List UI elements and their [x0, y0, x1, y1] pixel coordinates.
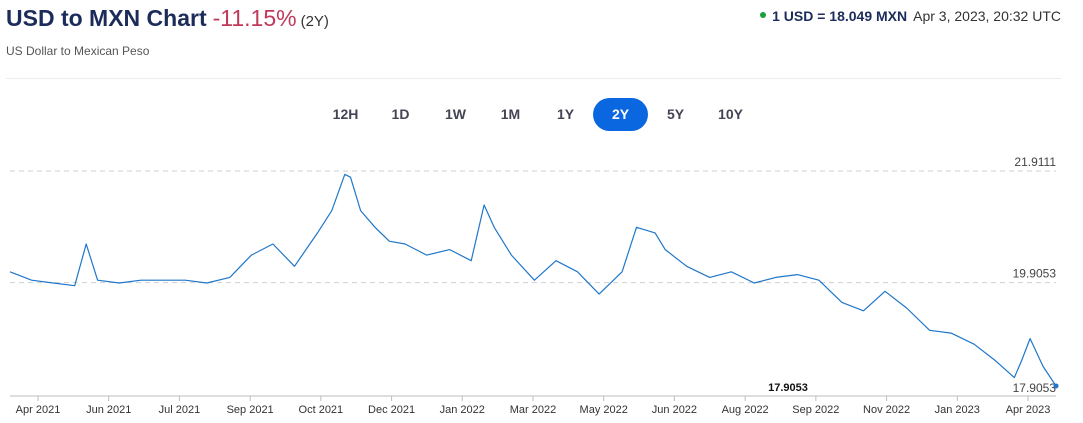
range-button-1m[interactable]: 1M [500, 106, 521, 122]
change-percent: -11.15% [212, 5, 297, 31]
x-tick-label: Apr 2021 [16, 404, 61, 416]
rate-value: 1 USD = 18.049 MXN [772, 8, 908, 24]
x-tick-label: Jan 2022 [440, 404, 485, 416]
x-tick-label: Apr 2023 [1006, 404, 1051, 416]
x-tick-label: Nov 2022 [863, 404, 910, 416]
x-tick-label: Sep 2021 [227, 404, 274, 416]
range-button-1w[interactable]: 1W [445, 106, 466, 122]
range-button-12h[interactable]: 12H [332, 106, 359, 122]
range-button-1d[interactable]: 1D [391, 106, 410, 122]
last-point-marker [1053, 383, 1059, 389]
x-tick-label: Oct 2021 [299, 404, 344, 416]
x-tick-label: May 2022 [580, 404, 628, 416]
x-tick-label: Jun 2022 [652, 404, 697, 416]
y-gridline-label: 19.9053 [1013, 267, 1057, 281]
chart-title: USD to MXN Chart -11.15% (2Y) [6, 5, 329, 32]
x-tick-label: Jan 2023 [935, 404, 980, 416]
y-gridline-label: 21.9111 [1014, 155, 1056, 169]
period-label: (2Y) [300, 13, 329, 30]
live-status-icon [760, 12, 767, 19]
series-line-usd-mxn [9, 173, 1057, 387]
x-tick-label: Dec 2021 [368, 404, 415, 416]
range-button-1y[interactable]: 1Y [556, 106, 575, 122]
x-tick-label: Jun 2021 [86, 404, 131, 416]
min-value-label: 17.9053 [768, 382, 808, 394]
current-rate: 1 USD = 18.049 MXN Apr 3, 2023, 20:32 UTC [760, 8, 1061, 24]
range-button-10y[interactable]: 10Y [718, 106, 743, 122]
x-tick-label: Aug 2022 [722, 404, 769, 416]
header-divider [6, 78, 1061, 79]
rate-timestamp: Apr 3, 2023, 20:32 UTC [913, 8, 1061, 24]
x-tick-label: Jul 2021 [159, 404, 201, 416]
x-tick-label: Sep 2022 [792, 404, 839, 416]
title-text: USD to MXN Chart [6, 5, 207, 31]
range-button-5y[interactable]: 5Y [666, 106, 685, 122]
range-button-2y[interactable]: 2Y [593, 98, 648, 131]
y-gridline-label: 17.9053 [1013, 381, 1057, 395]
range-selector: 12H 1D 1W 1M 1Y 2Y 5Y 10Y [318, 98, 758, 131]
x-tick-label: Mar 2022 [510, 404, 556, 416]
chart-subtitle: US Dollar to Mexican Peso [6, 44, 150, 58]
